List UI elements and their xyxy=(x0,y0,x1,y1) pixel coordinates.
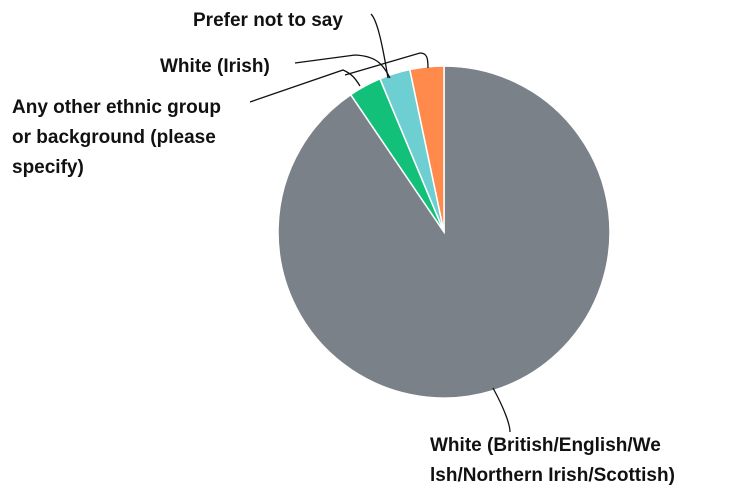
slice-label-white-irish: White (Irish) xyxy=(160,56,270,77)
pie-slices xyxy=(277,65,611,399)
slice-label-other-ethnic-line2: or background (please xyxy=(12,127,216,148)
leader-line-prefer-not-top xyxy=(370,13,389,79)
leader-line-other-ethnic xyxy=(249,69,361,103)
slice-label-white-irish-line1: White (Irish) xyxy=(160,56,270,77)
pie-slice-white-british xyxy=(277,65,611,399)
pie-slice-prefer-not xyxy=(408,65,445,233)
slice-label-other-ethnic-line3: specify) xyxy=(12,157,84,178)
slice-label-prefer-not: Prefer not to say xyxy=(193,10,343,31)
slice-label-other-ethnic: Any other ethnic group or background (pl… xyxy=(12,97,226,178)
leader-line-white-british xyxy=(492,387,511,433)
slice-label-white-british-line1: White (British/English/We xyxy=(430,435,661,456)
leader-line-prefer-not xyxy=(344,52,429,76)
slice-label-other-ethnic-line1: Any other ethnic group xyxy=(12,97,221,118)
leader-lines xyxy=(249,13,511,433)
slice-label-white-british-line2: lsh/Northern Irish/Scottish) xyxy=(430,465,675,486)
slice-label-prefer-not-line1: Prefer not to say xyxy=(193,10,343,31)
slice-label-white-british: White (British/English/We lsh/Northern I… xyxy=(430,435,675,486)
